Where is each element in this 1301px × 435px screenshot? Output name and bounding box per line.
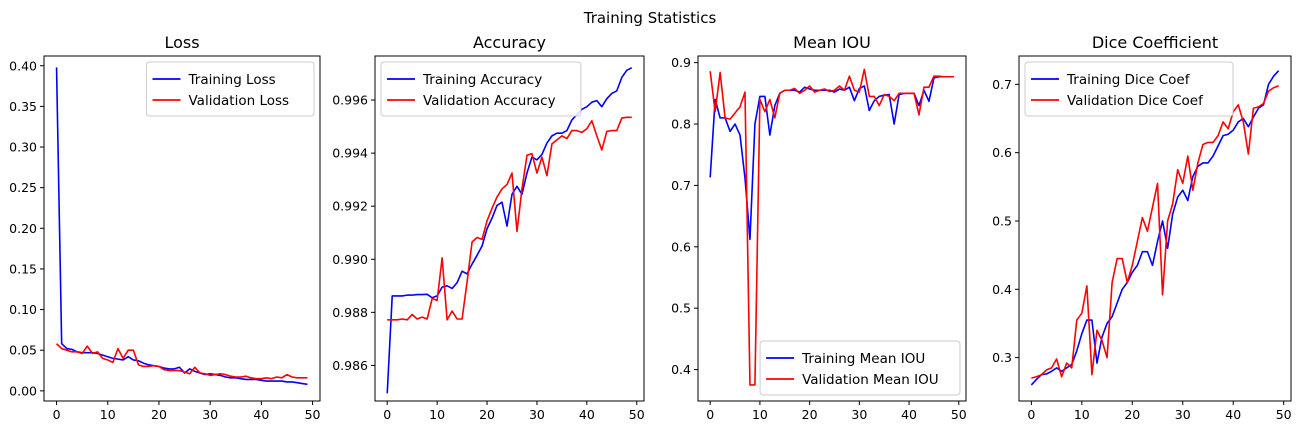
y-tick-label: 0.7	[671, 178, 691, 193]
x-tick-label: 0	[706, 407, 714, 422]
chart-title: Accuracy	[473, 33, 546, 52]
x-tick-label: 20	[1124, 407, 1140, 422]
y-tick-label: 0.5	[992, 213, 1012, 228]
y-tick-label: 0.05	[9, 343, 37, 358]
y-tick-label: 0.6	[671, 239, 691, 254]
legend: Training Loss Validation Loss	[146, 61, 315, 117]
plot-area	[709, 68, 954, 386]
y-tick-label: 0.40	[9, 58, 37, 73]
x-tick-label: 50	[951, 407, 967, 422]
x-tick-label: 0	[383, 407, 391, 422]
y-tick-label: 0.00	[9, 383, 37, 398]
x-tick-label: 30	[529, 407, 545, 422]
y-tick-label: 0.7	[992, 77, 1012, 92]
y-tick-label: 0.992	[332, 199, 368, 214]
legend-label: Validation Accuracy	[423, 93, 556, 109]
x-tick-label: 10	[100, 407, 116, 422]
y-tick-label: 0.990	[332, 252, 368, 267]
legend-label: Validation Mean IOU	[802, 372, 939, 388]
y-tick-label: 0.4	[992, 282, 1012, 297]
x-tick-label: 20	[802, 407, 818, 422]
y-tick-label: 0.9	[671, 55, 691, 70]
legend: Training Accuracy Validation Accuracy	[380, 61, 582, 117]
plot-area	[386, 66, 633, 394]
chart-loss: Loss 0 10 20 30 40 50 0.00 0.05 0.10 0.15 0.20 0.25 0…	[9, 33, 320, 422]
x-tick-label: 40	[579, 407, 595, 422]
legend-label: Training Mean IOU	[801, 351, 925, 367]
axes-frame	[43, 55, 321, 402]
series-line-validation-dice-coef	[1031, 84, 1279, 379]
figure-title: Training Statistics	[583, 9, 717, 27]
legend-label: Training Accuracy	[422, 72, 542, 88]
y-tick-label: 0.10	[9, 302, 37, 317]
legend: Training Dice Coef Validation Dice Coef	[1024, 61, 1234, 117]
x-tick-label: 30	[202, 407, 218, 422]
axes-frame	[697, 55, 967, 402]
y-tick-label: 0.8	[671, 117, 691, 132]
chart-mean-iou: Mean IOU 0 10 20 30 40 50 0.4 0.5 0.6 0.7 0.8 0.9 Tra…	[671, 33, 967, 422]
series-line-validation-loss	[55, 343, 308, 380]
y-tick-label: 0.986	[332, 358, 368, 373]
x-tick-label: 10	[429, 407, 445, 422]
y-tick-label: 0.5	[671, 301, 691, 316]
y-tick-label: 0.994	[332, 146, 368, 161]
chart-title: Loss	[164, 33, 199, 52]
axes-frame	[374, 55, 645, 402]
y-tick-label: 0.15	[9, 261, 37, 276]
legend-box	[1024, 61, 1234, 117]
x-tick-label: 50	[629, 407, 645, 422]
x-tick-label: 20	[151, 407, 167, 422]
x-tick-label: 50	[1276, 407, 1292, 422]
y-tick-label: 0.4	[671, 362, 691, 377]
y-tick-label: 0.35	[9, 99, 37, 114]
y-tick-label: 0.988	[332, 305, 368, 320]
x-tick-label: 20	[479, 407, 495, 422]
y-tick-label: 0.6	[992, 145, 1012, 160]
x-tick-label: 40	[253, 407, 269, 422]
legend-label: Validation Loss	[189, 93, 290, 109]
x-tick-label: 40	[901, 407, 917, 422]
x-tick-label: 40	[1225, 407, 1241, 422]
x-tick-label: 30	[1175, 407, 1191, 422]
legend-label: Training Dice Coef	[1066, 72, 1191, 88]
chart-title: Mean IOU	[793, 33, 871, 52]
chart-dice-coefficient: Dice Coefficient 0 10 20 30 40 50 0.3 0.4 0.5 0.6 0…	[992, 33, 1292, 422]
legend-label: Training Loss	[188, 72, 276, 88]
series-line-validation-accuracy	[387, 116, 632, 321]
x-tick-label: 10	[752, 407, 768, 422]
legend: Training Mean IOU Validation Mean IOU	[759, 340, 961, 396]
x-tick-label: 0	[1027, 407, 1035, 422]
chart-title: Dice Coefficient	[1092, 33, 1218, 52]
series-line-training-accuracy	[386, 66, 633, 394]
x-tick-label: 30	[851, 407, 867, 422]
series-line-validation-mean-iou	[709, 68, 954, 386]
axes-frame	[1018, 55, 1292, 402]
legend-label: Validation Dice Coef	[1067, 93, 1204, 109]
plot-area	[55, 67, 308, 386]
chart-accuracy: Accuracy 0 10 20 30 40 50 0.986 0.988 0.990 0.992 0…	[332, 33, 645, 422]
legend-box	[146, 61, 315, 117]
y-tick-label: 0.30	[9, 140, 37, 155]
y-tick-label: 0.996	[332, 93, 368, 108]
y-tick-label: 0.25	[9, 180, 37, 195]
y-tick-label: 0.20	[9, 221, 37, 236]
legend-box	[759, 340, 961, 396]
plot-area	[1030, 70, 1280, 386]
legend-box	[380, 61, 582, 117]
x-tick-label: 10	[1074, 407, 1090, 422]
x-tick-label: 0	[53, 407, 61, 422]
x-tick-label: 50	[305, 407, 321, 422]
y-tick-label: 0.3	[992, 350, 1012, 365]
